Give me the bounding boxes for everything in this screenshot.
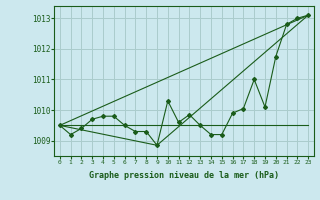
X-axis label: Graphe pression niveau de la mer (hPa): Graphe pression niveau de la mer (hPa) — [89, 171, 279, 180]
